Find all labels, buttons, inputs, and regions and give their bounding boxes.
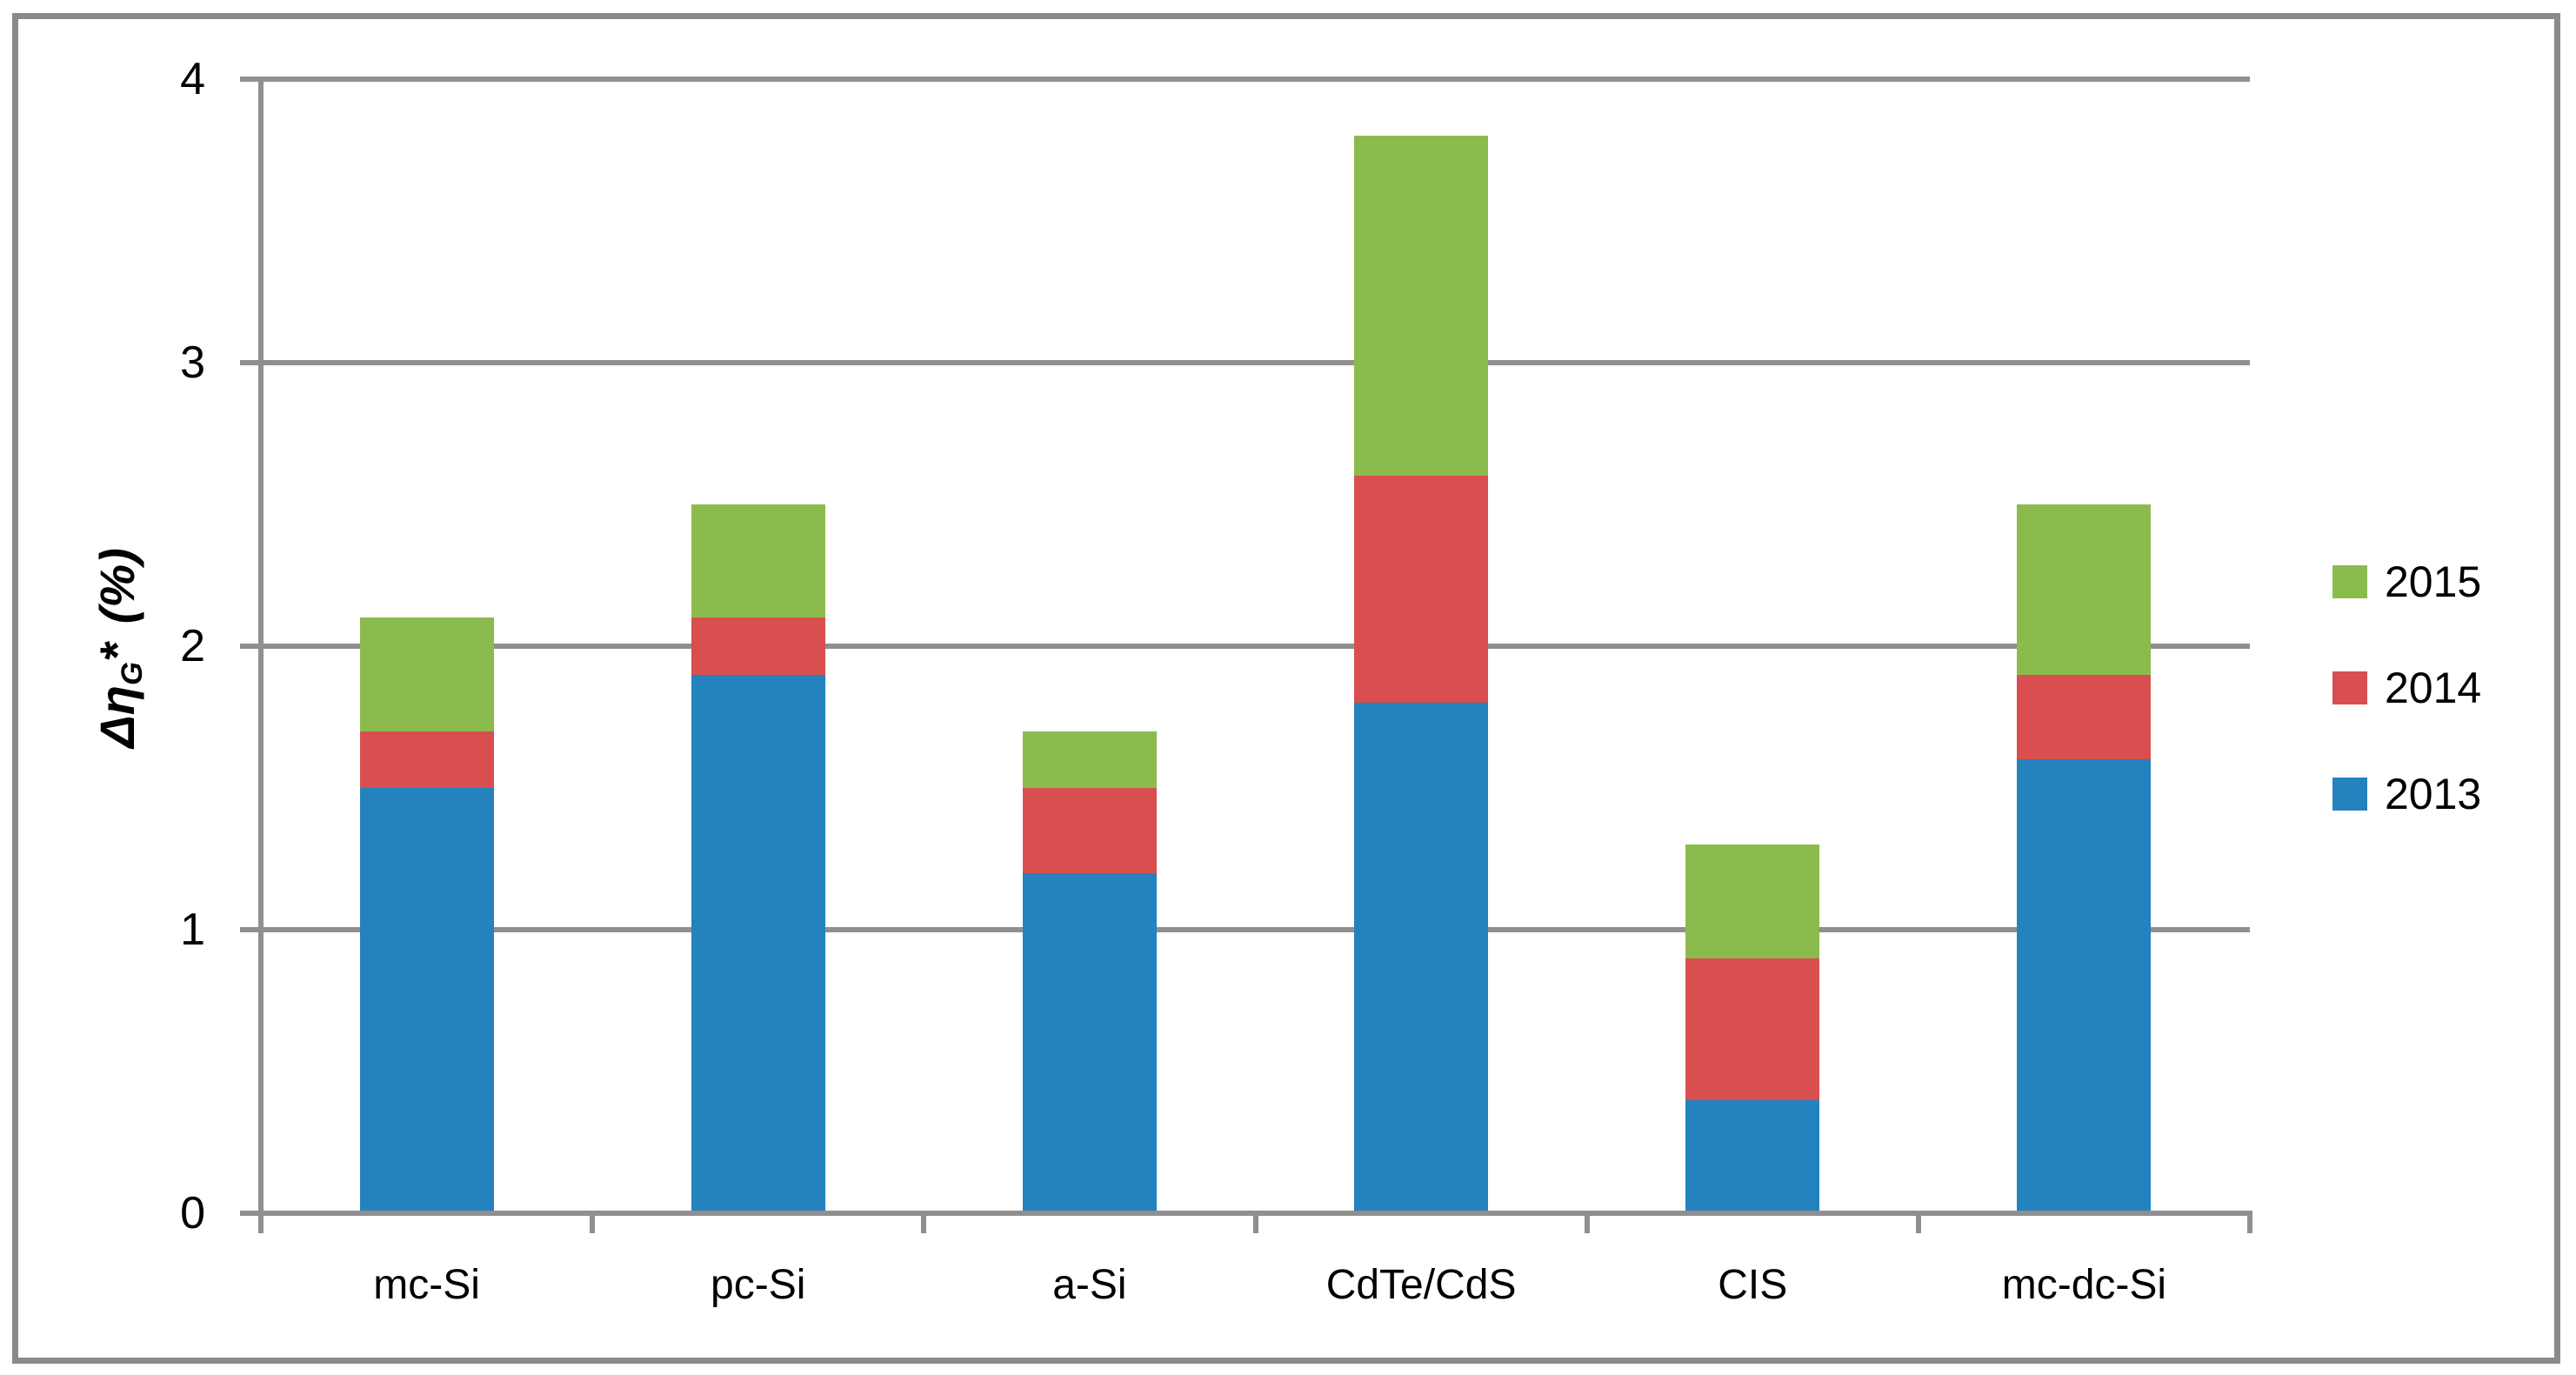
bar-segment-2015-mc-dc-Si: [2017, 504, 2152, 675]
y-tick-label-0: 0: [180, 1188, 205, 1238]
category-tick-3: [1252, 1216, 1258, 1233]
x-category-label-a-Si: a-Si: [1052, 1262, 1127, 1308]
bar-segment-2014-CIS: [1685, 958, 1820, 1100]
y-axis-title-symbol: Δη: [90, 685, 145, 748]
bar-segment-2014-CdTe/CdS: [1354, 476, 1489, 704]
bar-segment-2014-pc-Si: [691, 617, 825, 675]
x-category-label-mc-dc-Si: mc-dc-Si: [2001, 1262, 2167, 1308]
legend-label-2015: 2015: [2385, 557, 2482, 606]
x-category-label-CIS: CIS: [1718, 1262, 1788, 1308]
bar-segment-2015-a-Si: [1022, 731, 1157, 788]
legend: 2015 2014 2013: [2332, 557, 2481, 884]
gridline-y-2: [261, 644, 2250, 649]
x-category-label-mc-Si: mc-Si: [373, 1262, 480, 1308]
x-axis-line: [258, 1211, 2252, 1216]
y-tick-label-3: 3: [180, 337, 205, 388]
bar-segment-2013-a-Si: [1022, 872, 1157, 1213]
y-axis-tick-3: [240, 360, 261, 365]
bar-segment-2015-CIS: [1685, 844, 1820, 958]
y-axis-tick-2: [240, 644, 261, 649]
y-axis-tick-1: [240, 927, 261, 932]
bar-segment-2013-mc-Si: [359, 788, 494, 1213]
category-tick-0: [258, 1216, 264, 1233]
category-tick-1: [590, 1216, 596, 1233]
y-axis-title: ΔηG* (%): [89, 548, 150, 748]
category-tick-6: [2247, 1216, 2252, 1233]
category-tick-2: [921, 1216, 927, 1233]
legend-swatch-2015: [2332, 565, 2367, 598]
gridline-y-1: [261, 927, 2250, 932]
x-category-label-CdTe/CdS: CdTe/CdS: [1325, 1262, 1517, 1308]
category-tick-4: [1584, 1216, 1590, 1233]
bar-segment-2014-mc-Si: [359, 731, 494, 788]
bar-segment-2015-CdTe/CdS: [1354, 136, 1489, 477]
category-tick-5: [1915, 1216, 1921, 1233]
gridline-y-4: [261, 77, 2250, 82]
y-tick-label-1: 1: [180, 904, 205, 955]
bar-segment-2013-pc-Si: [691, 674, 825, 1213]
legend-swatch-2013: [2332, 778, 2367, 811]
y-axis-title-subscript: G: [115, 662, 149, 686]
x-category-label-pc-Si: pc-Si: [711, 1262, 806, 1308]
y-axis-tick-0: [240, 1211, 261, 1216]
y-axis-tick-4: [240, 77, 261, 82]
bar-segment-2014-a-Si: [1022, 788, 1157, 873]
bar-segment-2013-CIS: [1685, 1099, 1820, 1213]
gridline-y-3: [261, 360, 2250, 365]
y-tick-label-2: 2: [180, 621, 205, 671]
bar-segment-2013-CdTe/CdS: [1354, 703, 1489, 1213]
legend-item-2014: 2014: [2332, 664, 2481, 712]
bar-segment-2015-pc-Si: [691, 504, 825, 618]
y-tick-label-4: 4: [180, 54, 205, 104]
y-axis-title-unit: (%): [90, 548, 145, 624]
y-axis-title-star: *: [90, 643, 145, 663]
chart-border-frame: [12, 13, 2560, 1364]
legend-label-2014: 2014: [2385, 664, 2482, 712]
y-axis-line: [258, 79, 264, 1218]
legend-item-2013: 2013: [2332, 770, 2481, 818]
bar-segment-2015-mc-Si: [359, 617, 494, 731]
legend-label-2013: 2013: [2385, 770, 2482, 818]
bar-segment-2013-mc-dc-Si: [2017, 759, 2152, 1213]
legend-swatch-2014: [2332, 671, 2367, 704]
legend-item-2015: 2015: [2332, 557, 2481, 606]
bar-segment-2014-mc-dc-Si: [2017, 674, 2152, 760]
